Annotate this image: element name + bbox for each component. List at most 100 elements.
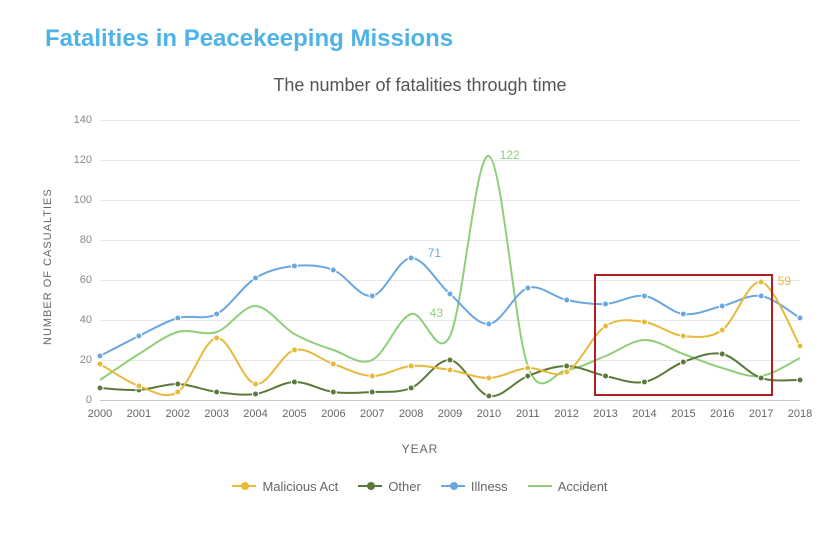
chart-subtitle: The number of fatalities through time [0,75,840,96]
series-marker-malicious [408,363,414,369]
y-tick-label: 120 [52,154,92,166]
series-marker-illness [486,321,492,327]
series-marker-other [447,357,453,363]
series-marker-illness [214,311,220,317]
series-marker-illness [97,353,103,359]
legend-swatch [358,485,382,487]
x-tick-label: 2003 [204,408,228,420]
series-marker-other [97,385,103,391]
series-marker-other [680,359,686,365]
series-marker-malicious [291,347,297,353]
y-tick-label: 60 [52,274,92,286]
series-marker-other [525,373,531,379]
series-marker-malicious [525,365,531,371]
series-marker-other [214,389,220,395]
x-tick-label: 2002 [166,408,190,420]
series-marker-malicious [680,333,686,339]
x-tick-label: 2011 [516,408,540,420]
chart-container: NUMBER OF CASUALTIES YEAR 02040608010012… [20,100,820,520]
series-marker-other [603,373,609,379]
x-tick-label: 2013 [593,408,617,420]
x-tick-label: 2001 [127,408,151,420]
legend-label: Illness [471,479,508,494]
series-marker-malicious [214,335,220,341]
series-marker-illness [369,293,375,299]
x-tick-label: 2010 [477,408,501,420]
series-marker-illness [525,285,531,291]
legend-item-malicious: Malicious Act [232,479,338,494]
x-tick-label: 2017 [749,408,773,420]
legend-swatch [441,485,465,487]
series-marker-illness [564,297,570,303]
series-marker-illness [291,263,297,269]
series-marker-malicious [330,361,336,367]
series-marker-illness [408,255,414,261]
x-tick-label: 2014 [632,408,656,420]
x-tick-label: 2004 [243,408,267,420]
series-marker-malicious [564,369,570,375]
chart-legend: Malicious Act Other Illness Accident [20,475,820,494]
series-marker-malicious [136,383,142,389]
series-marker-other [719,351,725,357]
series-marker-other [291,379,297,385]
series-marker-other [564,363,570,369]
series-marker-illness [641,293,647,299]
series-marker-other [758,375,764,381]
page-title: Fatalities in Peacekeeping Missions [45,25,453,53]
x-tick-label: 2007 [360,408,384,420]
x-tick-label: 2012 [554,408,578,420]
y-tick-label: 140 [52,114,92,126]
series-marker-malicious [486,375,492,381]
legend-item-illness: Illness [441,479,508,494]
x-tick-label: 2005 [282,408,306,420]
series-marker-other [797,377,803,383]
series-marker-illness [758,293,764,299]
series-marker-illness [330,267,336,273]
y-tick-label: 40 [52,314,92,326]
gridline [100,400,800,401]
chart-svg [100,120,800,400]
series-marker-illness [680,311,686,317]
series-marker-other [175,381,181,387]
series-marker-malicious [641,319,647,325]
series-marker-illness [175,315,181,321]
series-marker-malicious [758,279,764,285]
series-marker-malicious [797,343,803,349]
x-tick-label: 2018 [788,408,812,420]
series-marker-illness [447,291,453,297]
x-tick-label: 2000 [88,408,112,420]
legend-item-accident: Accident [528,479,608,494]
series-marker-malicious [97,361,103,367]
series-marker-other [486,393,492,399]
x-tick-label: 2006 [321,408,345,420]
y-tick-label: 100 [52,194,92,206]
series-marker-malicious [175,389,181,395]
series-marker-malicious [719,327,725,333]
series-line-illness [100,258,800,356]
series-marker-illness [797,315,803,321]
x-tick-label: 2008 [399,408,423,420]
series-marker-other [641,379,647,385]
y-tick-label: 0 [52,394,92,406]
series-marker-illness [603,301,609,307]
legend-label: Malicious Act [262,479,338,494]
legend-item-other: Other [358,479,421,494]
legend-label: Accident [558,479,608,494]
x-tick-label: 2009 [438,408,462,420]
series-marker-illness [253,275,259,281]
series-marker-malicious [253,381,259,387]
y-tick-label: 80 [52,234,92,246]
y-tick-label: 20 [52,354,92,366]
series-marker-malicious [447,367,453,373]
series-marker-illness [719,303,725,309]
x-axis-label: YEAR [20,442,820,456]
series-marker-illness [136,333,142,339]
series-marker-other [408,385,414,391]
series-marker-other [369,389,375,395]
legend-label: Other [388,479,421,494]
series-marker-other [330,389,336,395]
series-marker-malicious [603,323,609,329]
legend-swatch [232,485,256,487]
series-line-malicious [100,282,800,395]
x-tick-label: 2016 [710,408,734,420]
